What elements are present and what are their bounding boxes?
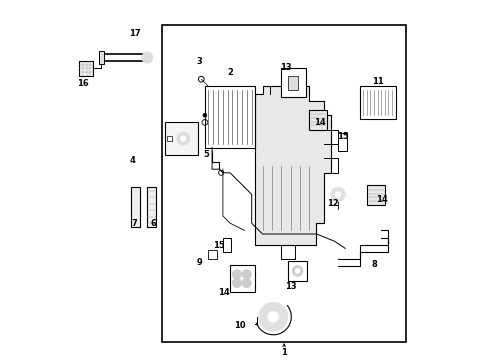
Circle shape bbox=[209, 252, 216, 258]
Text: 14: 14 bbox=[217, 288, 229, 297]
Circle shape bbox=[267, 311, 278, 322]
Bar bbox=[147, 187, 156, 227]
Bar bbox=[223, 238, 230, 252]
Text: 1: 1 bbox=[281, 348, 286, 357]
Circle shape bbox=[258, 302, 287, 331]
Circle shape bbox=[292, 266, 303, 276]
Circle shape bbox=[180, 136, 186, 141]
Text: 4: 4 bbox=[130, 156, 136, 165]
Bar bbox=[131, 187, 140, 227]
Circle shape bbox=[242, 278, 251, 288]
Circle shape bbox=[142, 52, 152, 63]
Bar bbox=[208, 250, 217, 259]
Polygon shape bbox=[255, 86, 330, 245]
Text: 17: 17 bbox=[129, 29, 140, 38]
Circle shape bbox=[294, 269, 300, 274]
Circle shape bbox=[232, 270, 241, 279]
Bar bbox=[79, 61, 93, 76]
Text: 14: 14 bbox=[314, 118, 325, 127]
Text: 3: 3 bbox=[196, 58, 202, 67]
Circle shape bbox=[232, 278, 241, 288]
Text: 8: 8 bbox=[370, 260, 376, 269]
Circle shape bbox=[203, 113, 206, 117]
Text: 7: 7 bbox=[132, 219, 137, 228]
Bar bbox=[167, 136, 172, 141]
Text: 16: 16 bbox=[77, 80, 88, 89]
Text: 11: 11 bbox=[371, 77, 383, 86]
Bar bbox=[162, 25, 406, 342]
Text: 6: 6 bbox=[150, 219, 156, 228]
Text: 15: 15 bbox=[336, 132, 348, 141]
Circle shape bbox=[177, 132, 189, 145]
Bar bbox=[337, 133, 346, 151]
Bar bbox=[230, 265, 255, 292]
Circle shape bbox=[330, 187, 345, 202]
Circle shape bbox=[335, 192, 340, 197]
Text: 15: 15 bbox=[212, 241, 224, 250]
Bar bbox=[359, 86, 395, 119]
Text: 14: 14 bbox=[375, 195, 387, 204]
Bar bbox=[287, 76, 298, 90]
Text: 5: 5 bbox=[203, 150, 209, 159]
Circle shape bbox=[242, 270, 251, 279]
Bar bbox=[99, 51, 104, 64]
Bar bbox=[309, 110, 326, 130]
Text: 13: 13 bbox=[280, 63, 291, 72]
Text: 13: 13 bbox=[285, 282, 297, 291]
Bar bbox=[366, 185, 384, 205]
Text: 12: 12 bbox=[326, 199, 338, 208]
Text: 10: 10 bbox=[234, 321, 245, 330]
Text: 2: 2 bbox=[227, 68, 233, 77]
Bar bbox=[287, 261, 307, 281]
Text: 9: 9 bbox=[196, 258, 202, 266]
Bar bbox=[280, 68, 305, 97]
Bar bbox=[165, 122, 197, 155]
Bar bbox=[204, 86, 255, 148]
